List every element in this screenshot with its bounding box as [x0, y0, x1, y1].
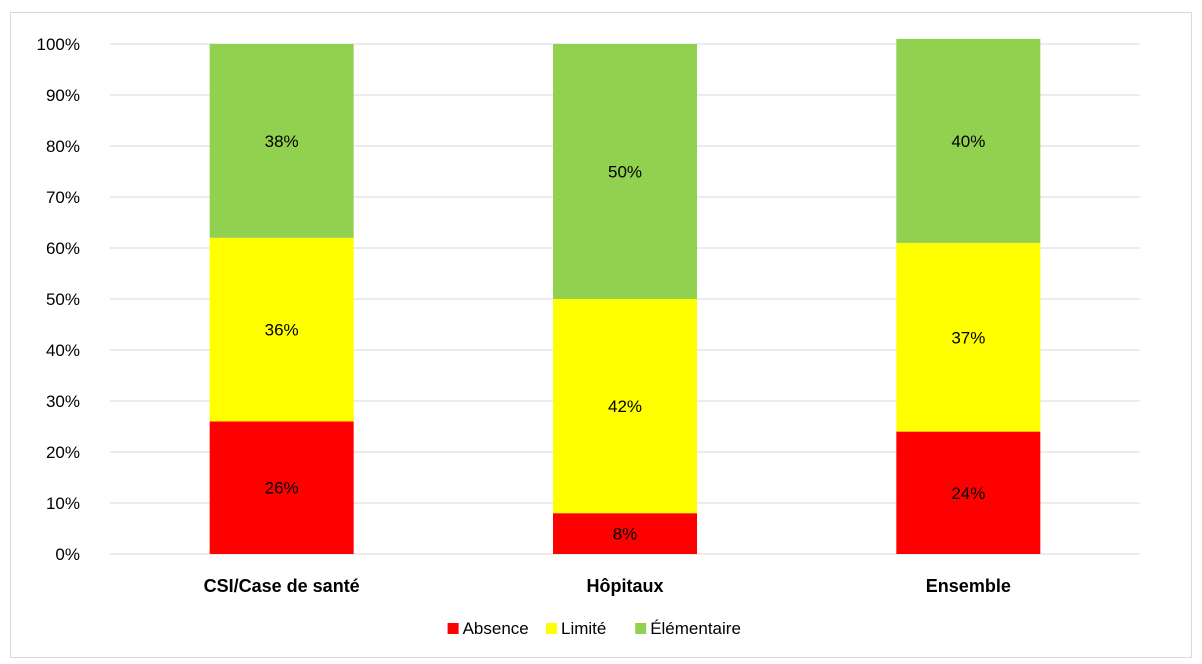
data-label: 42% — [608, 397, 642, 416]
bar-segment--l-mentaire — [553, 44, 697, 299]
bar-segment-limit- — [896, 242, 1041, 432]
y-tick-label: 20% — [46, 443, 80, 462]
bar-segment-absence — [896, 431, 1041, 554]
bar-segment-absence — [553, 513, 697, 554]
bar-segment-limit- — [209, 237, 354, 422]
y-tick-label: 90% — [46, 86, 80, 105]
x-category-label: Ensemble — [926, 576, 1011, 596]
y-tick-label: 60% — [46, 239, 80, 258]
x-axis: CSI/Case de santé Hôpitaux Ensemble — [204, 576, 1011, 596]
data-label: 40% — [951, 132, 985, 151]
data-labels: 26% 36% 38% 8% 42% 50% 24% 37% 40% — [265, 132, 986, 544]
y-tick-label: 80% — [46, 137, 80, 156]
legend-swatch — [447, 623, 459, 634]
y-axis: 0% 10% 20% 30% 40% 50% 60% 70% 80% 90% 100% — [37, 35, 80, 564]
bar-segment--l-mentaire — [209, 44, 354, 238]
data-label: 38% — [265, 132, 299, 151]
y-tick-label: 100% — [37, 35, 80, 54]
x-category-label: Hôpitaux — [586, 576, 663, 596]
y-tick-label: 40% — [46, 341, 80, 360]
data-label: 50% — [608, 163, 642, 182]
y-tick-label: 70% — [46, 188, 80, 207]
legend-swatch — [546, 623, 557, 634]
y-tick-label: 0% — [55, 545, 80, 564]
data-label: 36% — [265, 321, 299, 340]
data-label: 8% — [613, 525, 638, 544]
y-tick-label: 50% — [46, 290, 80, 309]
bar-segment-limit- — [553, 299, 697, 514]
legend-label: Absence — [463, 619, 529, 638]
legend-swatch — [635, 623, 647, 634]
data-label: 24% — [951, 484, 985, 503]
legend-label: Limité — [561, 619, 606, 638]
y-tick-label: 10% — [46, 494, 80, 513]
bar-segment-absence — [209, 421, 354, 554]
y-tick-label: 30% — [46, 392, 80, 411]
legend: Absence Limité Élémentaire — [447, 619, 741, 638]
x-category-label: CSI/Case de santé — [204, 576, 360, 596]
data-label: 37% — [951, 328, 985, 347]
legend-label: Élémentaire — [650, 619, 741, 638]
bars — [209, 38, 1041, 554]
data-label: 26% — [265, 479, 299, 498]
bar-segment--l-mentaire — [896, 38, 1041, 243]
